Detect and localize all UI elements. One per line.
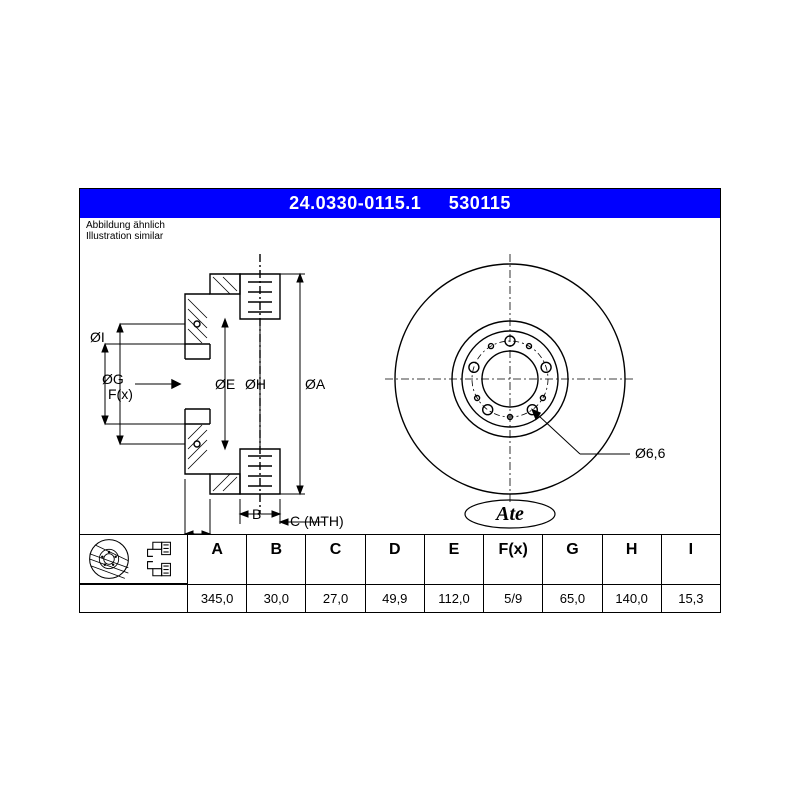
val-F: 5/9 (483, 585, 542, 612)
technical-drawing-card: 24.0330-0115.1 530115 Abbildung ähnlich … (79, 188, 721, 613)
label-D: D (188, 530, 197, 534)
brand-logo: Ate (494, 503, 524, 525)
header-bar: 24.0330-0115.1 530115 (80, 189, 720, 218)
val-C: 27,0 (305, 585, 364, 612)
subtitle-de: Abbildung ähnlich (86, 220, 714, 231)
subtitle-en: Illustration similar (86, 231, 714, 242)
disc-front-icon (87, 537, 131, 581)
col-I: I (661, 535, 720, 584)
val-H: 140,0 (602, 585, 661, 612)
label-F: F(x) (108, 386, 133, 402)
disc-section-icon (137, 537, 181, 581)
part-number: 24.0330-0115.1 (289, 193, 421, 213)
label-hole: Ø6,6 (635, 445, 666, 461)
val-D: 49,9 (365, 585, 424, 612)
label-B: B (252, 506, 261, 522)
val-E: 112,0 (424, 585, 483, 612)
col-H: H (602, 535, 661, 584)
col-B: B (246, 535, 305, 584)
val-A: 345,0 (187, 585, 246, 612)
label-G: ØG (102, 371, 124, 387)
subtitle: Abbildung ähnlich Illustration similar (80, 218, 720, 244)
dimension-table-values: 345,0 30,0 27,0 49,9 112,0 5/9 65,0 140,… (80, 584, 720, 612)
diagram: ØI ØG ØE ØH ØA F(x) B D C (MTH) (80, 244, 720, 534)
icon-cell (80, 535, 187, 584)
alt-number: 530115 (449, 193, 511, 213)
dimension-table-header: A B C D E F(x) G H I (80, 534, 720, 584)
label-A: ØA (305, 376, 326, 392)
col-C: C (305, 535, 364, 584)
label-I: ØI (90, 329, 105, 345)
col-D: D (365, 535, 424, 584)
label-E: ØE (215, 376, 235, 392)
col-E: E (424, 535, 483, 584)
val-I: 15,3 (661, 585, 720, 612)
label-C: C (MTH) (290, 513, 344, 529)
col-A: A (187, 535, 246, 584)
val-B: 30,0 (246, 585, 305, 612)
val-G: 65,0 (542, 585, 601, 612)
col-G: G (542, 535, 601, 584)
label-H: ØH (245, 376, 266, 392)
col-F: F(x) (483, 535, 542, 584)
